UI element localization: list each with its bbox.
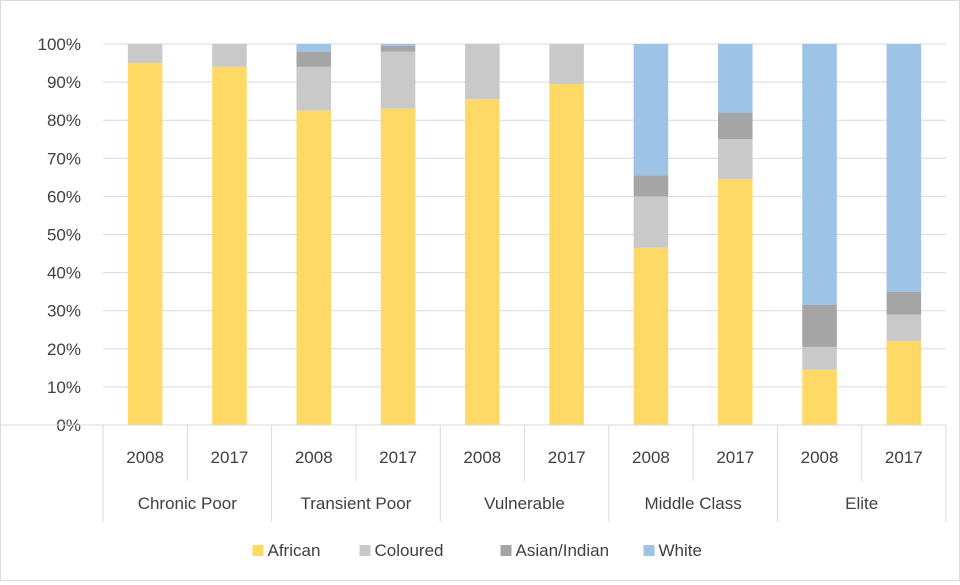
x-tick-year: 2017 [211, 448, 249, 467]
bar-segment-african [127, 63, 163, 426]
bar-segment-asian-indian [633, 175, 669, 197]
legend-item: Coloured [359, 541, 444, 560]
legend-swatch [252, 545, 264, 556]
bar-segment-african [549, 84, 584, 425]
y-tick-label: 100% [38, 35, 81, 54]
x-axis: 2008 2017 2008 2017 2008 2017 2008 2017 2008 2017… [1, 424, 947, 522]
legend-label: African [268, 541, 321, 560]
bar-segment-white [717, 44, 753, 113]
x-category-label: Middle Class [644, 494, 741, 513]
x-tick-year: 2017 [885, 448, 923, 467]
bar-segment-african [633, 247, 669, 425]
y-tick-label: 80% [47, 111, 81, 130]
y-tick-label: 70% [47, 149, 81, 168]
bar-segment-coloured [380, 51, 416, 109]
bar-segment-white [380, 44, 416, 46]
x-tick-year: 2017 [379, 448, 417, 467]
bar-segment-coloured [886, 314, 922, 342]
y-tick-label: 50% [47, 226, 81, 245]
legend-item: African [252, 541, 321, 560]
legend-item: Asian/Indian [500, 541, 610, 560]
legend-label: Coloured [375, 541, 444, 560]
bar-segment-coloured [802, 346, 837, 370]
x-tick-year: 2008 [632, 448, 670, 467]
legend-swatch [643, 545, 655, 556]
x-category-label: Chronic Poor [138, 494, 238, 513]
legend: African Coloured Asian/Indian White [252, 541, 702, 560]
x-tick-year: 2017 [548, 448, 586, 467]
x-category-label: Elite [845, 494, 878, 513]
bar-segment-white [802, 44, 837, 305]
bar-segment-coloured [465, 44, 500, 100]
legend-item: White [643, 541, 702, 560]
bar-segment-white [886, 44, 922, 292]
bar-segment-african [296, 110, 332, 426]
y-tick-label: 40% [47, 264, 81, 283]
bar-segment-african [717, 179, 753, 425]
bar-segment-asian-indian [717, 112, 753, 140]
bar-segment-african [802, 369, 837, 425]
bar-segment-white [296, 44, 332, 52]
bar-segment-coloured [212, 44, 247, 67]
bar-segment-coloured [717, 139, 753, 180]
bar-segment-coloured [633, 196, 669, 248]
y-tick-label: 10% [47, 378, 81, 397]
bar-segment-african [465, 99, 500, 426]
x-category-label: Vulnerable [484, 494, 565, 513]
bars [127, 44, 922, 426]
bar-segment-coloured [127, 44, 163, 64]
x-tick-year: 2008 [801, 448, 839, 467]
legend-label: Asian/Indian [516, 541, 610, 560]
bar-segment-white [633, 44, 669, 176]
y-tick-label: 20% [47, 340, 81, 359]
y-tick-label: 90% [47, 73, 81, 92]
bar-segment-african [212, 66, 247, 426]
legend-swatch [359, 545, 371, 556]
bar-segment-african [380, 108, 416, 426]
bar-segment-asian-indian [380, 45, 416, 52]
y-tick-label: 30% [47, 302, 81, 321]
bar-segment-coloured [549, 44, 584, 85]
legend-swatch [500, 545, 512, 556]
x-tick-year: 2008 [126, 448, 164, 467]
bar-segment-african [886, 341, 922, 425]
x-tick-year: 2008 [463, 448, 501, 467]
bar-segment-coloured [296, 66, 332, 111]
bar-segment-asian-indian [886, 291, 922, 315]
y-tick-label: 60% [47, 187, 81, 206]
bar-segment-asian-indian [296, 51, 332, 67]
bar-segment-asian-indian [802, 304, 837, 347]
x-category-label: Transient Poor [300, 494, 411, 513]
legend-label: White [659, 541, 702, 560]
x-tick-year: 2008 [295, 448, 333, 467]
x-tick-year: 2017 [716, 448, 754, 467]
y-axis-labels: 0%10%20%30%40%50%60%70%80%90%100% [38, 35, 81, 435]
